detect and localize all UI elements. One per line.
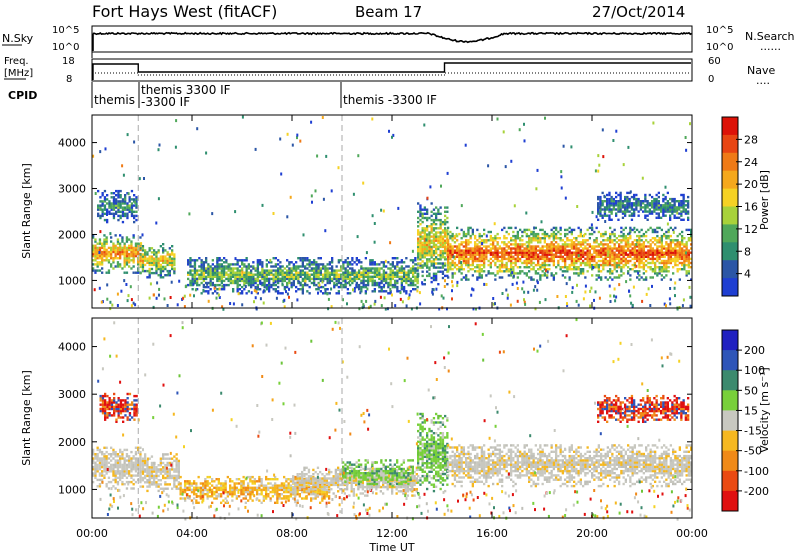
date-label: 27/Oct/2014 — [592, 3, 685, 21]
colorbar-tick-label: -15 — [744, 425, 762, 438]
colorbar-tick-label: 8 — [744, 245, 751, 258]
beam-label: Beam 17 — [355, 3, 422, 21]
colorbar-tick-label: 12 — [744, 223, 758, 236]
power-y-label: Slant Range [km] — [20, 163, 33, 259]
cpid-segment-4: themis -3300 IF — [343, 93, 437, 107]
frequency-panel: Freq. [MHz] 18 8 60 0 Nave .... — [4, 56, 775, 87]
nave-series — [95, 72, 690, 76]
y-tick-label: 3000 — [58, 183, 86, 196]
search-tick-top: 10^5 — [706, 25, 733, 36]
colorbar-tick-label: 20 — [744, 178, 758, 191]
x-axis-label: Time UT — [368, 541, 414, 554]
colorbar-tick-label: 200 — [744, 344, 765, 357]
velocity-y-axis: 1000 2000 3000 4000 — [58, 341, 692, 496]
x-tick-label: 20:00 — [576, 527, 608, 540]
nave-label: Nave — [747, 64, 775, 77]
search-tick-bottom: 10^0 — [706, 42, 733, 53]
power-y-axis: 1000 2000 3000 4000 — [58, 137, 692, 287]
freq-unit-label: [MHz] — [4, 68, 33, 79]
nave-tick-top: 60 — [708, 56, 721, 67]
power-panel: 1000 2000 3000 4000 Slant Range [km] 28 24 20… — [20, 114, 771, 311]
x-tick-label: 08:00 — [276, 527, 308, 540]
y-tick-label: 1000 — [58, 274, 86, 287]
x-tick-label: 04:00 — [176, 527, 208, 540]
x-tick-label: 00:00 — [676, 527, 708, 540]
colorbar-tick-label: -50 — [744, 445, 762, 458]
velocity-y-label: Slant Range [km] — [20, 370, 33, 466]
n-sky-series — [92, 31, 692, 51]
power-colorbar-label: Power [dB] — [758, 170, 771, 230]
cpid-row: CPID themis themis 3300 IF -3300 IF them… — [8, 82, 437, 109]
x-tick-label: 00:00 — [76, 527, 108, 540]
power-colorbar: 28 24 20 16 12 8 4 — [721, 116, 758, 297]
plot-title: Fort Hays West (fitACF) — [92, 2, 277, 21]
colorbar-tick-label: -200 — [744, 485, 769, 498]
cpid-segment-3: -3300 IF — [141, 95, 190, 109]
colorbar-tick-label: 100 — [744, 364, 765, 377]
colorbar-tick-label: -100 — [744, 465, 769, 478]
sky-tick-top: 10^5 — [52, 25, 79, 36]
n-search-label: N.Search — [745, 30, 795, 43]
colorbar-tick-label: 24 — [744, 156, 758, 169]
cpid-segment-2: themis 3300 IF — [141, 83, 231, 97]
colorbar-tick-label: 28 — [744, 133, 758, 146]
velocity-heatmap — [92, 318, 693, 521]
colorbar-tick-label: 50 — [744, 384, 758, 397]
power-heatmap — [92, 115, 693, 311]
colorbar-tick-label: 15 — [744, 404, 758, 417]
y-tick-label: 2000 — [58, 436, 86, 449]
velocity-colorbar-label: Velocity [m s⁻¹] — [758, 367, 771, 452]
x-tick-label: 12:00 — [376, 527, 408, 540]
cpid-segment-1: themis — [94, 93, 135, 107]
n-search-legend: ...... — [760, 40, 781, 53]
colorbar-tick-label: 4 — [744, 268, 751, 281]
freq-tick-bottom: 8 — [66, 74, 72, 85]
y-tick-label: 1000 — [58, 483, 86, 496]
freq-label: Freq. — [4, 56, 29, 67]
velocity-panel: 1000 2000 3000 4000 Slant Range [km] 200 100… — [20, 317, 771, 521]
y-tick-label: 4000 — [58, 341, 86, 354]
sky-tick-bottom: 10^0 — [52, 42, 79, 53]
x-tick-label: 16:00 — [476, 527, 508, 540]
cpid-label: CPID — [8, 89, 37, 102]
velocity-colorbar: 200 100 50 15 -15 -50 -100 -200 — [721, 329, 769, 512]
time-axis: 00:00 04:00 08:00 12:00 16:00 20:00 00:00 — [76, 115, 708, 540]
nave-legend: .... — [756, 74, 770, 87]
colorbar-tick-label: 16 — [744, 201, 758, 214]
y-tick-label: 3000 — [58, 388, 86, 401]
sky-count-panel: N.Sky 10^5 10^0 10^5 10^0 N.Search .....… — [2, 25, 795, 58]
n-sky-label: N.Sky — [2, 32, 34, 45]
y-tick-label: 4000 — [58, 137, 86, 150]
nave-tick-bottom: 0 — [708, 74, 714, 85]
y-tick-label: 2000 — [58, 228, 86, 241]
frequency-series — [92, 62, 691, 80]
freq-tick-top: 18 — [62, 56, 75, 67]
